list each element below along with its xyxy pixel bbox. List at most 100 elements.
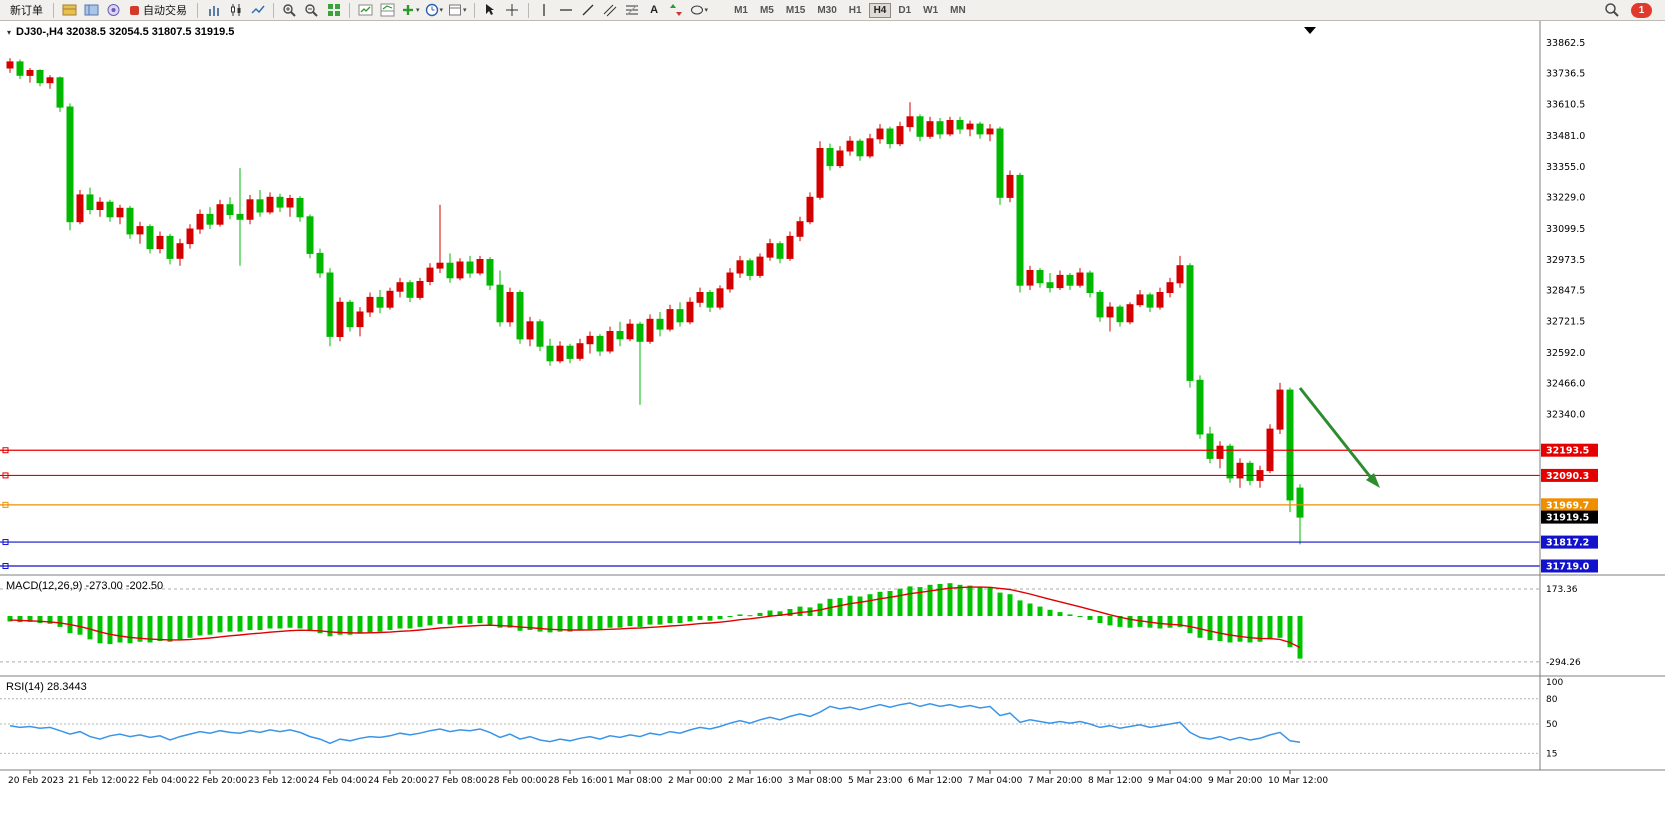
toolbar-separator: [273, 2, 274, 18]
trendline-icon[interactable]: [578, 2, 599, 19]
chart-window[interactable]: 33862.5 33736.5 33610.5 33481.0 33355.0 33229…: [0, 21, 1665, 838]
zoom-out-icon[interactable]: [301, 2, 322, 19]
macd-bar: [1087, 616, 1093, 620]
timeframe-m15[interactable]: M15: [785, 4, 806, 16]
candle: [956, 120, 964, 130]
candlestick-chart-icon[interactable]: [225, 2, 246, 19]
macd-bar: [397, 616, 403, 629]
candle: [356, 311, 364, 328]
timeframe-m30[interactable]: M30: [817, 4, 837, 16]
timeframe-w1[interactable]: W1: [923, 4, 939, 16]
candle: [1126, 304, 1134, 323]
toolbar-separator: [473, 2, 475, 18]
time-axis-label: 22 Feb 04:00: [128, 776, 187, 786]
macd-bar: [1207, 616, 1213, 641]
macd-axis-label: 173.36: [1546, 585, 1578, 595]
candle: [276, 196, 284, 208]
crosshair-icon[interactable]: [502, 2, 523, 19]
candle: [1176, 265, 1184, 284]
candle: [286, 198, 294, 208]
trend-arrow[interactable]: [1298, 387, 1374, 480]
rsi-axis-label: 50: [1546, 720, 1558, 730]
macd-bar: [897, 588, 903, 616]
fibonacci-icon[interactable]: [622, 2, 643, 19]
add-indicator-button[interactable]: ▾: [399, 2, 422, 19]
macd-bar: [97, 616, 103, 644]
svg-text:31919.5: 31919.5: [1546, 513, 1589, 524]
line-anchor[interactable]: [2, 501, 9, 508]
period-clock-button[interactable]: ▾: [423, 2, 446, 19]
navigator-icon[interactable]: [103, 2, 124, 19]
price-axis-label: 33610.5: [1546, 99, 1585, 110]
macd-bar: [977, 587, 983, 616]
macd-bar: [207, 616, 213, 635]
notification-badge[interactable]: 1: [1631, 2, 1652, 18]
indicator-window-icon[interactable]: [377, 2, 398, 19]
vertical-line-icon[interactable]: [534, 2, 555, 19]
candle: [556, 345, 564, 362]
macd-bar: [177, 616, 183, 640]
candle: [1096, 292, 1104, 318]
macd-bar: [1167, 616, 1173, 628]
macd-bar: [1027, 603, 1033, 616]
market-watch-icon[interactable]: [81, 2, 102, 19]
macd-bar: [1217, 616, 1223, 641]
svg-text:31817.2: 31817.2: [1546, 538, 1589, 549]
candle: [586, 335, 594, 345]
line-chart-icon[interactable]: [247, 2, 268, 19]
candle: [6, 61, 14, 69]
macd-bar: [167, 616, 173, 642]
tile-windows-icon[interactable]: [323, 2, 344, 19]
timeframe-m1[interactable]: M1: [734, 4, 748, 16]
bar-chart-icon[interactable]: [203, 2, 224, 19]
zoom-in-icon[interactable]: [279, 2, 300, 19]
line-anchor[interactable]: [2, 472, 9, 479]
candle: [966, 123, 974, 130]
candle: [976, 123, 984, 135]
new-order-button[interactable]: 新订单: [5, 1, 48, 19]
candle: [856, 140, 864, 157]
timeframe-h4[interactable]: H4: [868, 2, 892, 18]
line-anchor[interactable]: [2, 447, 9, 454]
candle: [986, 128, 994, 135]
candle: [1006, 174, 1014, 198]
macd-bar: [307, 616, 313, 631]
candle: [676, 309, 684, 323]
symbols-icon[interactable]: [59, 2, 80, 19]
timeframe-d1[interactable]: D1: [898, 4, 912, 16]
macd-bar: [877, 591, 883, 616]
text-label-icon[interactable]: A: [650, 4, 659, 16]
candle: [326, 272, 334, 337]
line-anchor[interactable]: [2, 539, 9, 546]
price-tag: 32193.5: [1541, 443, 1598, 457]
price-tag: 32090.3: [1541, 468, 1598, 482]
horizontal-line-icon[interactable]: [556, 2, 577, 19]
arrows-icon[interactable]: [666, 2, 687, 19]
template-button[interactable]: ▾: [446, 2, 469, 19]
chart-canvas[interactable]: 33862.5 33736.5 33610.5 33481.0 33355.0 33229…: [0, 21, 1665, 838]
candle: [176, 243, 184, 259]
macd-bar: [337, 616, 343, 635]
equidistant-channel-icon[interactable]: [600, 2, 621, 19]
candle: [266, 196, 274, 213]
candle: [706, 292, 714, 308]
cursor-icon[interactable]: [480, 2, 501, 19]
auto-trading-button[interactable]: 自动交易: [125, 1, 192, 19]
search-icon[interactable]: [1601, 2, 1622, 19]
price-axis-label: 32466.0: [1546, 379, 1585, 390]
macd-bar: [867, 594, 873, 616]
macd-bar: [747, 615, 753, 617]
macd-bar: [907, 586, 913, 616]
svg-text:31969.7: 31969.7: [1546, 500, 1589, 511]
shapes-button[interactable]: ▾: [688, 2, 711, 19]
macd-bar: [587, 616, 593, 630]
timeframe-m5[interactable]: M5: [759, 4, 774, 16]
collapse-icon[interactable]: ▾: [7, 27, 12, 37]
chart-shift-marker[interactable]: [1304, 27, 1316, 34]
trend-arrow-head: [1366, 473, 1380, 488]
indicators-icon[interactable]: [355, 2, 376, 19]
macd-bar: [847, 595, 853, 616]
timeframe-mn[interactable]: MN: [950, 4, 966, 16]
timeframe-h1[interactable]: H1: [848, 4, 862, 16]
line-anchor[interactable]: [2, 563, 9, 570]
